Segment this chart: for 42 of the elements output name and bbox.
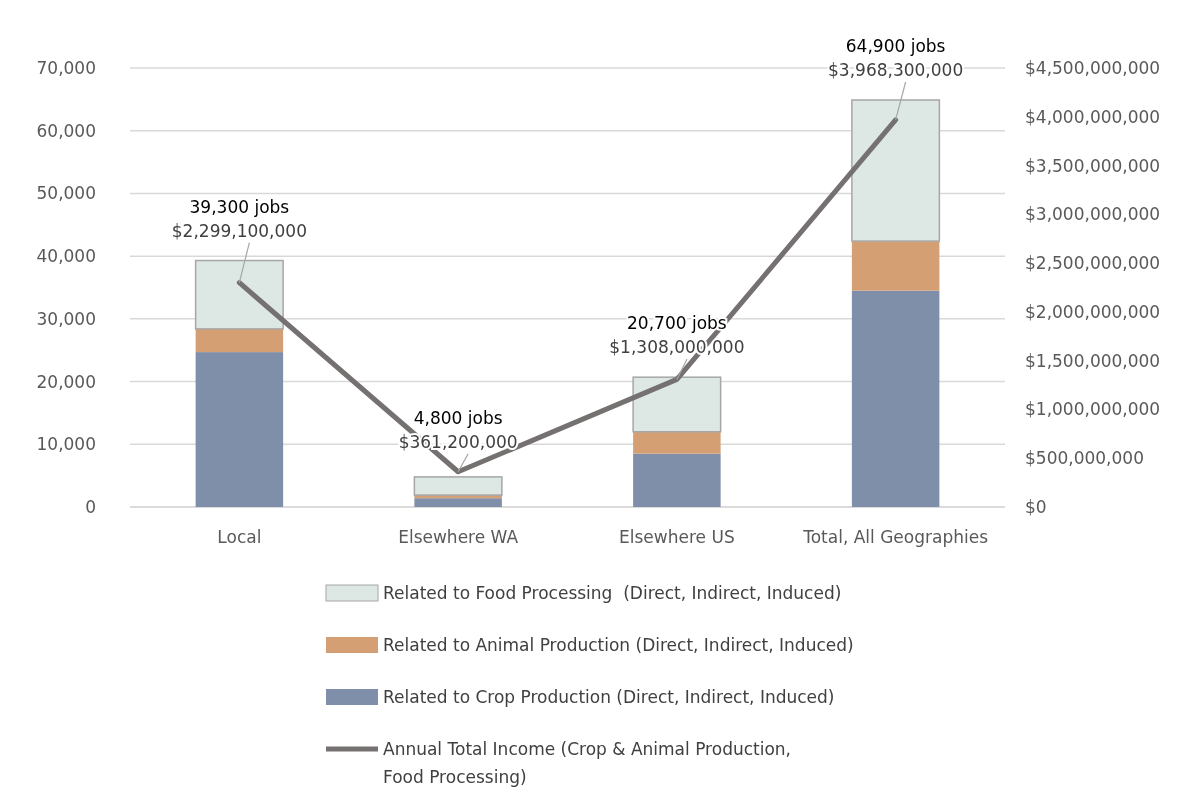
y-tick-label: 60,000 — [36, 120, 96, 141]
y-tick-label: 0 — [85, 496, 96, 517]
bar — [414, 498, 502, 507]
y2-tick-label: $4,500,000,000 — [1025, 57, 1161, 78]
x-tick-label: Local — [217, 527, 262, 547]
total-label: 39,300 jobs — [189, 196, 290, 217]
bar — [851, 290, 940, 507]
total-label: 4,800 jobs — [413, 407, 503, 428]
y2-tick-label: $1,000,000,000 — [1025, 399, 1161, 420]
legend-label: Related to Animal Production (Direct, Indirect, Induced) — [383, 635, 854, 655]
bar — [851, 241, 940, 291]
bar — [195, 328, 284, 353]
y2-tick-label: $2,000,000,000 — [1025, 301, 1161, 322]
legend-label: Annual Total Income (Crop & Animal Production, Food Processing) — [383, 739, 792, 787]
y2-tick-label: $0 — [1025, 496, 1047, 517]
y-tick-label: 50,000 — [36, 183, 96, 204]
x-tick-label: Total, All Geographies — [802, 527, 989, 547]
y2-tick-label: $3,000,000,000 — [1025, 204, 1161, 225]
bar — [413, 476, 503, 496]
x-tick-label: Elsewhere WA — [398, 527, 519, 547]
legend-label: Related to Food Processing (Direct, Indirect, Induced) — [383, 583, 842, 603]
legend-label: Related to Crop Production (Direct, Indirect, Induced) — [383, 687, 835, 707]
y-tick-label: 20,000 — [36, 371, 96, 392]
y2-tick-label: $3,500,000,000 — [1025, 155, 1161, 176]
bar — [633, 453, 721, 507]
y2-tick-label: $2,500,000,000 — [1025, 253, 1161, 274]
y-tick-label: 70,000 — [36, 57, 96, 78]
y-tick-label: 30,000 — [36, 308, 96, 329]
y2-tick-label: $1,500,000,000 — [1025, 350, 1161, 371]
x-tick-label: Elsewhere US — [619, 527, 735, 547]
data-label: $2,299,100,000 — [171, 220, 307, 241]
bar — [851, 99, 941, 242]
data-label: $3,968,300,000 — [828, 59, 964, 80]
y2-tick-label: $4,000,000,000 — [1025, 106, 1161, 127]
y-tick-label: 10,000 — [36, 434, 96, 455]
y2-tick-label: $500,000,000 — [1025, 448, 1144, 469]
bar — [633, 431, 721, 454]
total-label: 64,900 jobs — [845, 35, 946, 56]
bar — [632, 376, 722, 433]
bar — [194, 259, 284, 330]
bar — [195, 352, 284, 507]
y-tick-label: 40,000 — [36, 246, 96, 267]
